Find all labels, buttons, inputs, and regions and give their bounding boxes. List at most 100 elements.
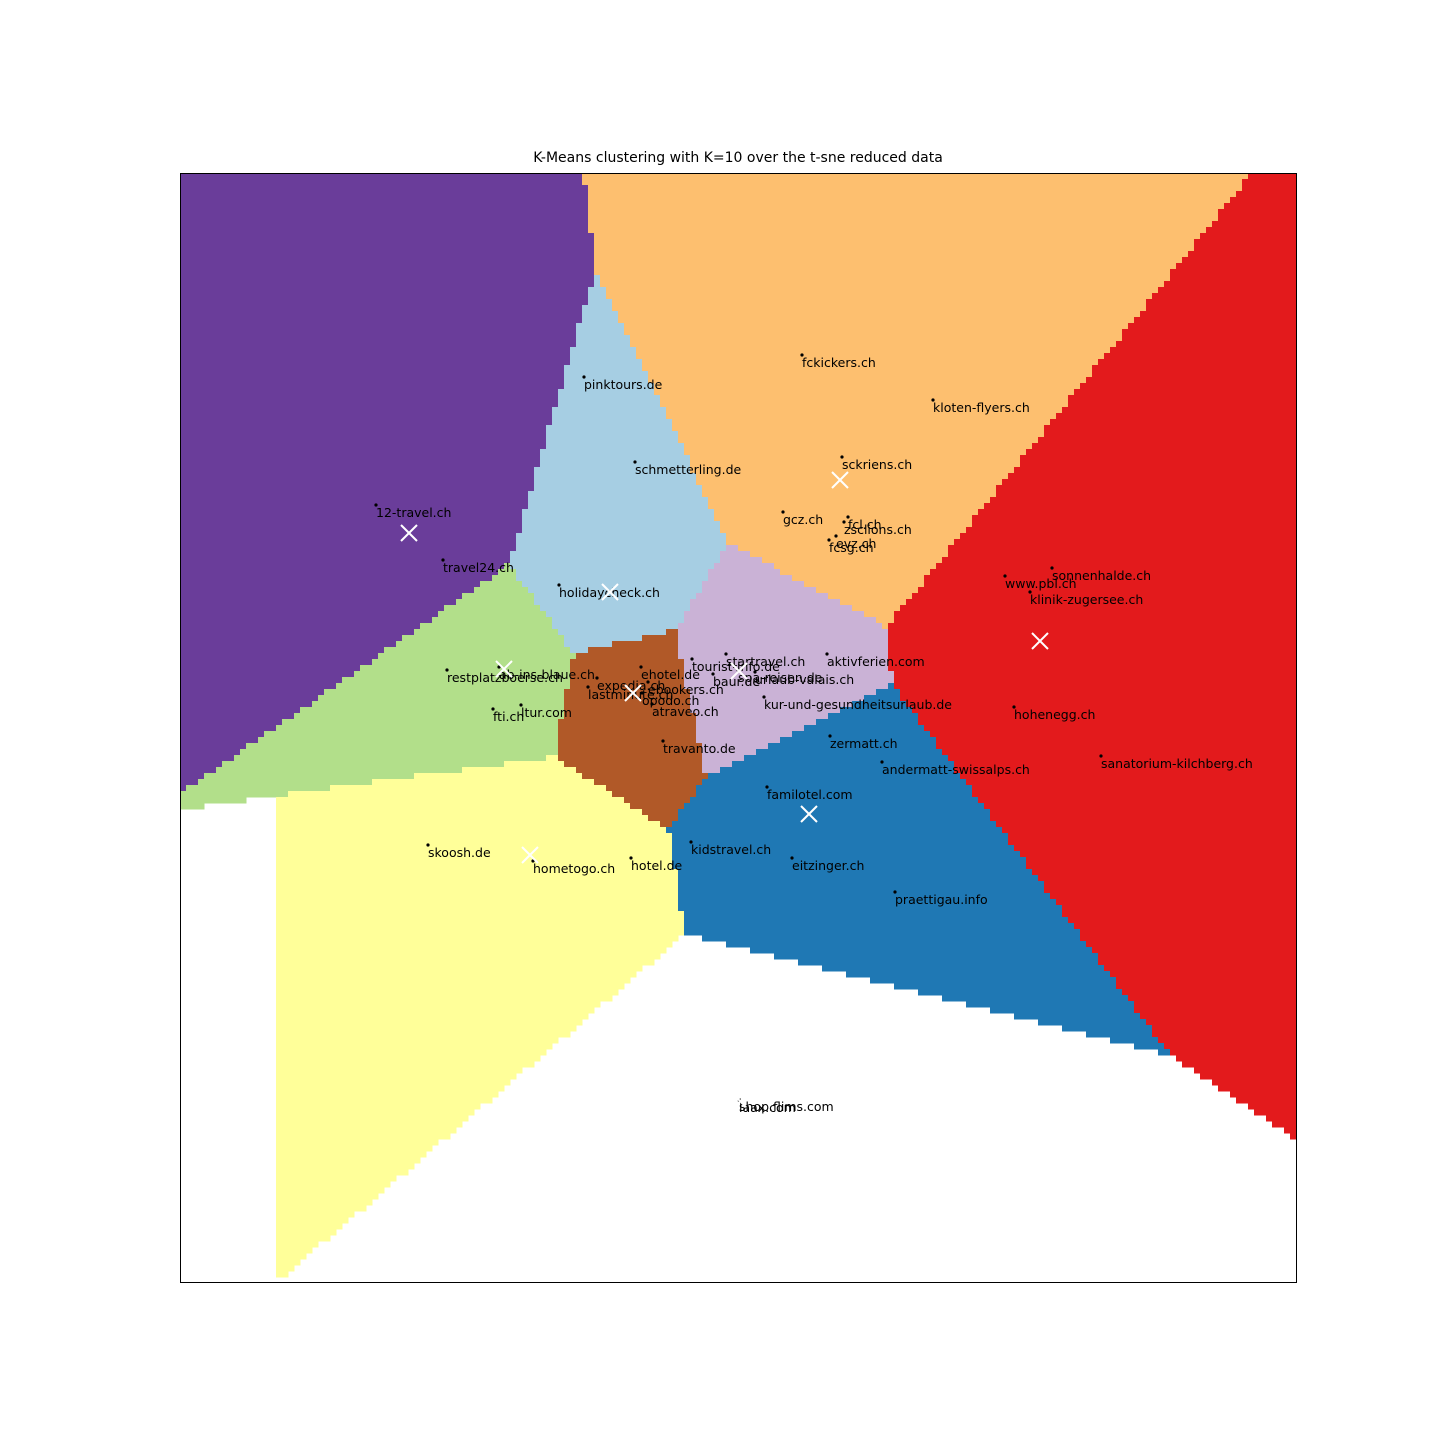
cluster-region-0 [552,407,559,630]
cluster-region-8 [666,629,673,828]
cluster-region-3 [870,695,877,984]
cluster-region-1 [684,174,691,456]
cluster-region-0 [570,347,577,654]
cluster-region-8 [576,653,583,774]
cluster-region-6 [264,731,271,798]
cluster-region-1 [1122,174,1129,330]
data-point [893,890,897,894]
cluster-region-9 [840,605,847,708]
data-point [762,695,766,699]
cluster-region-7 [258,174,265,738]
data-point [595,676,599,680]
cluster-region-5 [522,761,529,1068]
cluster-region-3 [780,737,787,960]
cluster-region-5 [666,833,673,948]
cluster-region-1 [984,174,991,504]
cluster-region-7 [480,174,487,582]
cluster-region-2 [900,605,907,702]
cluster-region-3 [990,821,997,1014]
cluster-region-3 [924,731,931,996]
cluster-region-7 [510,174,517,552]
cluster-region-7 [216,174,223,768]
cluster-region-3 [1110,977,1117,1044]
cluster-region-6 [432,617,439,774]
cluster-region-2 [1110,347,1117,978]
cluster-region-2 [966,527,973,786]
cluster-region-1 [606,174,613,300]
cluster-region-2 [1098,359,1105,966]
point-label: www.pbl.ch [1005,576,1077,591]
cluster-region-7 [366,174,373,666]
cluster-region-3 [948,761,955,1002]
cluster-region-5 [282,797,289,1278]
cluster-region-2 [888,623,895,672]
cluster-region-5 [462,767,469,1122]
cluster-region-6 [378,653,385,780]
cluster-region-6 [324,689,331,792]
cluster-region-7 [426,174,433,624]
cluster-region-5 [324,791,331,1242]
cluster-region-3 [1056,905,1063,1026]
cluster-region-1 [1236,174,1243,192]
cluster-region-1 [870,174,877,618]
point-label: praettigau.info [895,892,988,907]
cluster-region-5 [678,911,685,936]
cluster-region-9 [744,551,751,756]
cluster-region-2 [1278,174,1285,1128]
cluster-region-6 [198,779,205,810]
cluster-region-2 [984,503,991,810]
cluster-region-0 [636,359,643,642]
cluster-region-3 [894,689,901,990]
cluster-region-3 [1140,1019,1147,1050]
cluster-region-6 [282,719,289,798]
cluster-region-2 [1116,341,1123,990]
cluster-region-1 [666,174,673,420]
cluster-region-7 [414,174,421,630]
cluster-region-5 [480,767,487,1104]
cluster-region-1 [708,174,715,510]
point-label: gcz.ch [783,512,823,527]
cluster-region-0 [540,449,547,612]
cluster-region-7 [342,174,349,678]
point-label: travanto.de [663,741,736,756]
cluster-region-3 [888,683,895,984]
cluster-region-9 [828,599,835,714]
cluster-region-7 [210,174,217,774]
cluster-region-7 [564,174,571,366]
cluster-region-1 [948,174,955,546]
cluster-region-1 [906,174,913,600]
cluster-region-0 [564,365,571,648]
cluster-region-0 [582,305,589,654]
centroid-marker [800,805,818,823]
cluster-region-3 [822,719,829,972]
cluster-region-2 [948,545,955,762]
cluster-region-1 [594,174,601,276]
point-label: laax.com [739,1100,796,1115]
cluster-region-8 [690,713,697,798]
cluster-region-1 [744,174,751,552]
cluster-region-7 [330,174,337,690]
cluster-region-7 [522,174,529,510]
cluster-region-1 [846,174,853,606]
cluster-region-6 [288,719,295,792]
cluster-region-0 [666,419,673,630]
data-point [753,670,757,674]
cluster-region-1 [990,174,997,498]
cluster-region-0 [522,509,529,588]
data-point [828,734,832,738]
data-point [640,691,644,695]
point-label: sonnenhalde.ch [1052,568,1151,583]
centroid-marker [730,662,748,680]
cluster-region-9 [768,563,775,744]
cluster-region-2 [1134,317,1141,1014]
cluster-region-5 [546,755,553,1050]
cluster-region-1 [1242,174,1249,180]
cluster-region-6 [300,707,307,792]
cluster-region-5 [372,779,379,1200]
cluster-region-1 [972,174,979,516]
cluster-region-7 [516,174,523,534]
cluster-region-8 [606,647,613,792]
cluster-region-3 [684,803,691,936]
point-label: restplatzboerse.ch [447,670,563,685]
point-label: ltur.com [521,705,572,720]
